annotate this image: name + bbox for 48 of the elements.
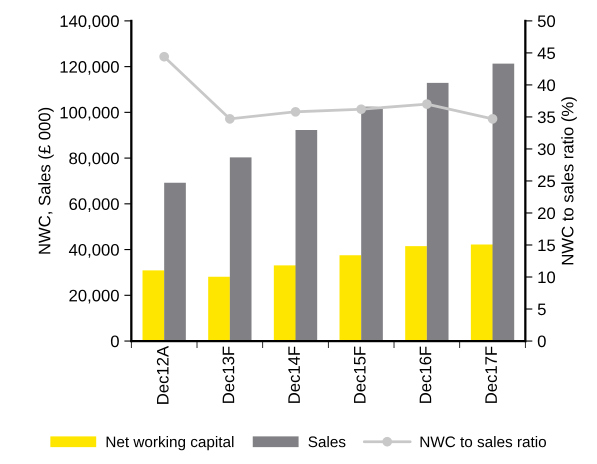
x-tick-label: Dec16F xyxy=(420,346,432,403)
bar xyxy=(470,244,493,342)
point xyxy=(159,52,170,62)
point xyxy=(488,114,498,124)
legend-label: Net working capital xyxy=(106,436,234,450)
x-tick-label: Dec14F xyxy=(288,346,300,403)
y2-tick-label: 15 xyxy=(538,240,556,252)
y2-tick-label: 45 xyxy=(538,47,556,60)
y2-tick-label: 25 xyxy=(538,175,556,188)
y2-tick-label: 30 xyxy=(538,143,556,156)
y-tick-label: 60,000 xyxy=(69,198,119,212)
x-tick-label: Dec17F xyxy=(485,346,497,403)
y-tick-label: 120,000 xyxy=(60,61,119,75)
y2-axis-title: NWC to sales ratio (%) xyxy=(561,97,577,264)
y2-tick-label: 5 xyxy=(538,304,546,316)
y-tick-label: 0 xyxy=(110,335,119,348)
y-tick-label: 20,000 xyxy=(69,290,119,304)
x-tick-label: Dec13F xyxy=(222,346,234,403)
point xyxy=(290,106,300,117)
x-tick-label: Dec15F xyxy=(354,346,366,403)
y-tick-label: 100,000 xyxy=(60,106,119,121)
y2-tick-label: 20 xyxy=(538,207,556,220)
bar xyxy=(296,130,318,342)
point xyxy=(224,114,235,124)
y-tick-label: 140,000 xyxy=(60,15,119,30)
y2-tick-label: 10 xyxy=(538,271,556,284)
bar xyxy=(492,64,514,342)
bar xyxy=(274,265,296,342)
bar xyxy=(426,82,449,342)
point xyxy=(356,104,366,114)
bar xyxy=(164,182,186,342)
bar xyxy=(142,270,164,342)
bar xyxy=(340,255,362,342)
legend-label: Sales xyxy=(308,436,346,448)
bar xyxy=(405,246,427,342)
point xyxy=(422,99,432,109)
bar xyxy=(361,106,383,342)
bar xyxy=(230,157,252,342)
y2-tick-label: 50 xyxy=(538,15,556,28)
bar xyxy=(208,276,230,342)
y2-tick-label: 40 xyxy=(538,79,556,92)
y-tick-label: 80,000 xyxy=(69,152,119,166)
legend-label: NWC to sales ratio xyxy=(420,436,546,448)
y2-tick-label: 35 xyxy=(538,111,556,124)
y-tick-label: 40,000 xyxy=(68,244,119,258)
y-axis-title: NWC, Sales (£ 000) xyxy=(38,108,54,254)
x-tick-label: Dec12A xyxy=(156,346,169,404)
y2-tick-label: 0 xyxy=(538,335,546,348)
